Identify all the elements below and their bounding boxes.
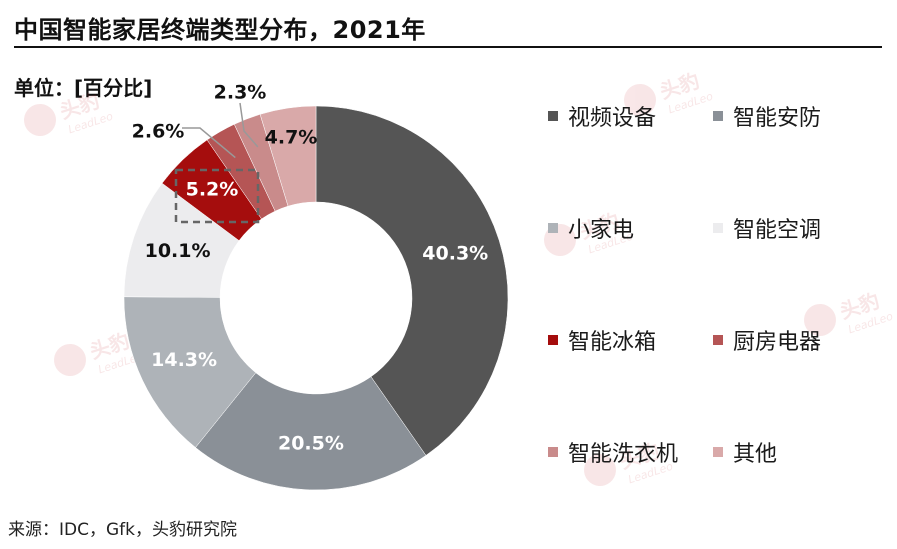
legend-swatch <box>548 111 558 121</box>
slice-label: 10.1% <box>145 240 211 262</box>
source-note: 来源：IDC，Gfk，头豹研究院 <box>8 520 237 540</box>
legend-label: 智能洗衣机 <box>568 442 679 467</box>
legend: 视频设备 智能安防小家电 智能空调智能冰箱 厨房电器智能洗衣机 其他 <box>548 100 888 480</box>
slice-label: 2.6% <box>132 121 185 143</box>
legend-swatch <box>548 447 558 457</box>
legend-item: 智能安防 <box>713 100 821 132</box>
leader-line <box>182 127 236 159</box>
leader-line <box>239 102 259 148</box>
legend-label: 智能空调 <box>733 218 822 243</box>
slice-label: 14.3% <box>151 349 217 371</box>
legend-swatch <box>713 447 723 457</box>
title-divider <box>14 46 882 48</box>
legend-swatch <box>548 223 558 233</box>
legend-label: 其他 <box>733 442 778 467</box>
legend-swatch <box>713 335 723 345</box>
slice-label: 2.3% <box>214 82 267 104</box>
legend-label: 智能安防 <box>733 106 822 131</box>
donut-slice-1 <box>315 105 509 456</box>
legend-swatch <box>713 111 723 121</box>
legend-label: 小家电 <box>568 218 635 243</box>
legend-item: 小家电 <box>548 212 634 244</box>
donut-slices <box>123 105 509 491</box>
legend-item: 厨房电器 <box>713 324 821 356</box>
legend-label: 智能冰箱 <box>568 330 657 355</box>
legend-item: 智能冰箱 <box>548 324 656 356</box>
legend-item: 视频设备 <box>548 100 656 132</box>
legend-label: 视频设备 <box>568 106 657 131</box>
donut-slice-2 <box>195 372 427 491</box>
slice-labels: 40.3% 20.5% 14.3% 10.1% 5.2% 2.6% 2.3% 4.7% <box>132 82 489 455</box>
slice-label: 4.7% <box>265 127 318 149</box>
slice-label: 5.2% <box>186 178 239 200</box>
donut-slice-8 <box>259 105 317 207</box>
leader-lines <box>182 102 259 159</box>
legend-item: 智能洗衣机 <box>548 436 678 468</box>
legend-item: 智能空调 <box>713 212 821 244</box>
legend-swatch <box>548 335 558 345</box>
chart-title: 中国智能家居终端类型分布，2021年 <box>14 16 426 44</box>
legend-item: 其他 <box>713 436 777 468</box>
slice-label: 20.5% <box>278 432 344 454</box>
unit-label: 单位：[百分比] <box>14 76 153 100</box>
legend-swatch <box>713 223 723 233</box>
highlight-box <box>174 168 260 224</box>
slice-label: 40.3% <box>422 243 488 265</box>
legend-label: 厨房电器 <box>733 330 822 355</box>
